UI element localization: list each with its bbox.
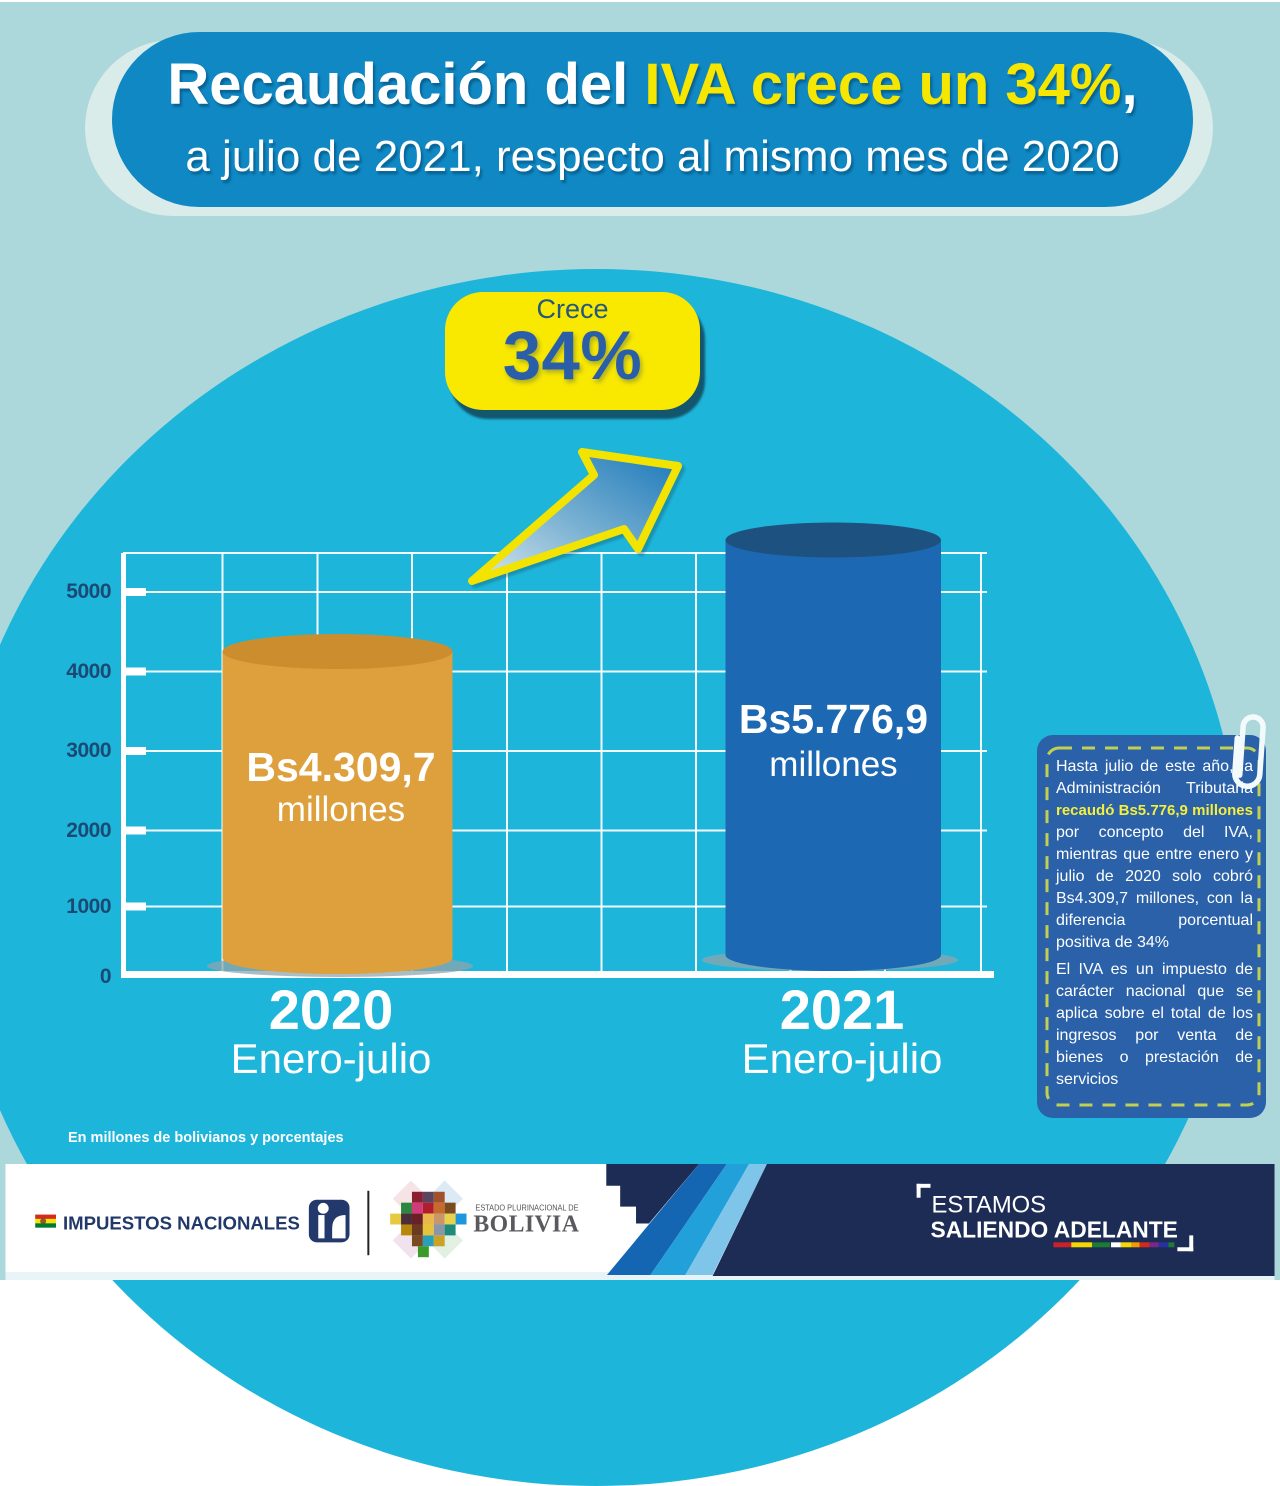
svg-text:IMPUESTOS NACIONALES: IMPUESTOS NACIONALES	[63, 1212, 300, 1233]
svg-text:BOLIVIA: BOLIVIA	[473, 1211, 579, 1237]
svg-text:ESTADO PLURINACIONAL DE: ESTADO PLURINACIONAL DE	[475, 1203, 578, 1213]
svg-text:ESTAMOS: ESTAMOS	[931, 1192, 1046, 1219]
svg-text:SALIENDO ADELANTE: SALIENDO ADELANTE	[930, 1216, 1177, 1242]
